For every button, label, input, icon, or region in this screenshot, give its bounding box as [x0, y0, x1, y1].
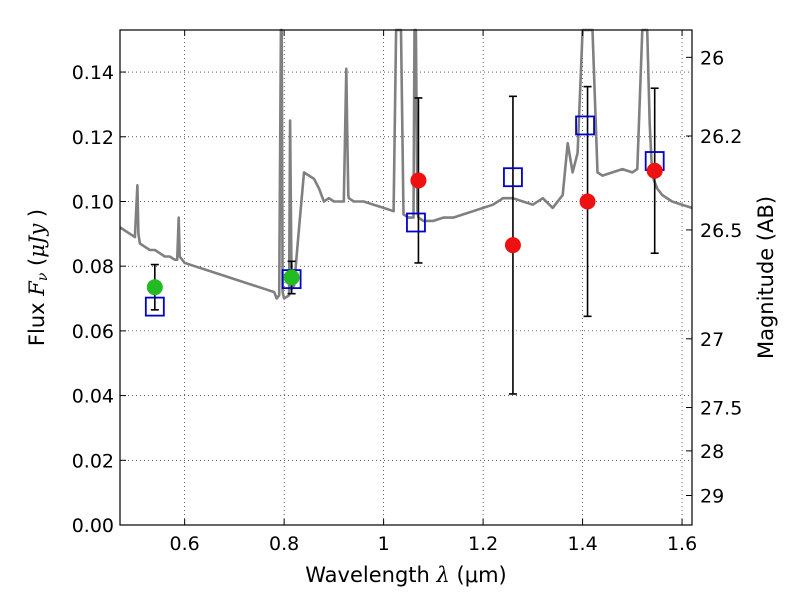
detection-point	[411, 173, 426, 188]
detection-point	[284, 270, 299, 285]
plot-frame	[120, 30, 692, 525]
errorbar-layer	[151, 87, 659, 394]
mag-tick-label: 26.2	[700, 126, 742, 148]
x-tick-label: 1.4	[567, 533, 597, 555]
mag-tick-label: 28	[700, 441, 724, 463]
x-axis-label-unit: (μm)	[457, 563, 507, 587]
grid	[120, 30, 692, 525]
x-tick-label: 1.6	[667, 533, 697, 555]
y-axis-label-open-paren: (	[25, 258, 49, 266]
y-axis-label-close-paren: )	[25, 209, 49, 217]
model-photometry-point	[407, 214, 425, 232]
x-axis-label: Wavelength λ (μm)	[305, 563, 506, 587]
detection-point	[580, 194, 595, 209]
x-tick-label: 1.2	[468, 533, 498, 555]
x-axis-label-prefix: Wavelength	[305, 563, 430, 587]
tick-layer: 0.6 0.8 1 1.2 1.4 1.6 0.00 0.02 0.04 0.06 0.08 0.10…	[72, 30, 743, 555]
y-axis-label-symbol: F	[25, 280, 49, 297]
y-tick-label: 0.00	[72, 515, 114, 537]
x-tick-label: 1	[378, 533, 390, 555]
spectrum-layer	[120, 30, 692, 299]
y-axis-label-unit: μJy	[25, 223, 49, 258]
y-tick-label: 0.02	[72, 450, 114, 472]
detection-point	[647, 163, 662, 178]
mag-tick-label: 27.5	[700, 398, 742, 420]
y-tick-label: 0.08	[72, 256, 114, 278]
mag-tick-label: 26.5	[700, 220, 742, 242]
y-tick-label: 0.12	[72, 127, 114, 149]
x-axis-label-symbol: λ	[436, 563, 450, 587]
mag-tick-label: 27	[700, 329, 724, 351]
mag-tick-label: 29	[700, 485, 724, 507]
y-tick-label: 0.14	[72, 62, 114, 84]
spectrum-line	[120, 30, 692, 299]
y-axis-label-subscript: ν	[35, 272, 51, 281]
y2-axis-label: Magnitude (AB)	[754, 196, 778, 359]
chart: 0.6 0.8 1 1.2 1.4 1.6 0.00 0.02 0.04 0.06 0.08 0.10…	[0, 0, 800, 600]
y-tick-label: 0.10	[72, 191, 114, 213]
y-axis-label: Flux Fν (μJy )	[25, 209, 51, 346]
mag-tick-label: 26	[700, 47, 724, 69]
x-tick-label: 0.8	[269, 533, 299, 555]
x-tick-label: 0.6	[170, 533, 200, 555]
y-tick-label: 0.04	[72, 386, 114, 408]
detection-point	[505, 238, 520, 253]
y-tick-label: 0.06	[72, 321, 114, 343]
detection-point	[147, 280, 162, 295]
y-axis-label-prefix: Flux	[25, 302, 49, 346]
